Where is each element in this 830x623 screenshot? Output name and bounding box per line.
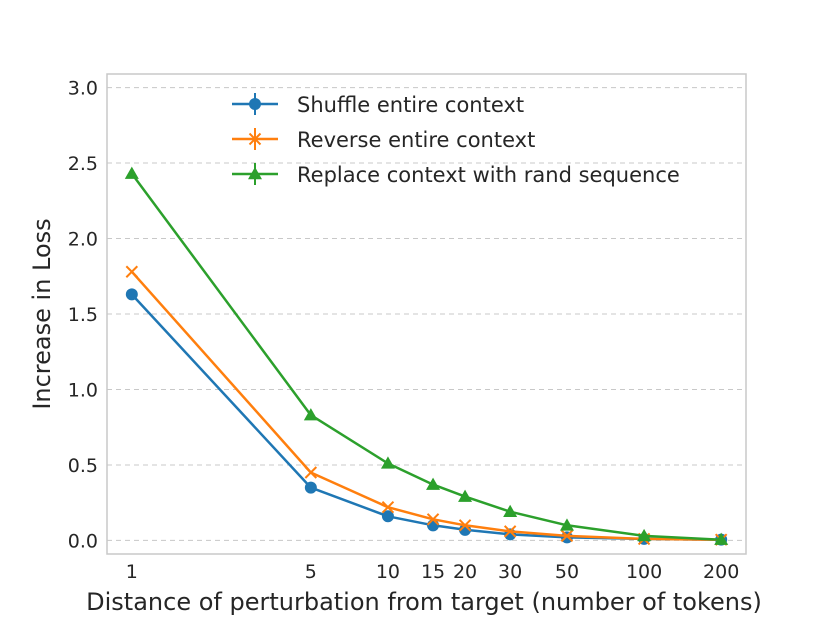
y-tick-label: 1.5 <box>68 304 98 326</box>
x-tick-label: 5 <box>305 561 317 583</box>
data-point <box>458 519 472 532</box>
data-point <box>560 529 574 543</box>
legend-marker <box>248 132 262 146</box>
data-point <box>714 532 729 545</box>
y-axis-ticks: 0.0 0.5 1.0 1.5 2.0 2.5 3.0 <box>68 78 98 553</box>
data-point <box>503 525 517 538</box>
data-point <box>560 531 573 544</box>
series-line <box>130 293 722 541</box>
data-point <box>125 288 138 301</box>
legend-label: Shuffle entire context <box>297 93 524 117</box>
series-layer <box>124 166 729 546</box>
data-point <box>124 166 139 179</box>
series-2 <box>125 265 728 546</box>
y-tick-label: 3.0 <box>68 78 98 100</box>
x-tick-label: 30 <box>498 561 522 583</box>
data-point <box>426 513 440 526</box>
y-tick-label: 0.0 <box>68 530 98 552</box>
series-line <box>130 172 722 541</box>
data-point <box>637 528 652 542</box>
data-point <box>426 477 441 490</box>
x-tick-label: 10 <box>376 561 400 583</box>
x-tick-label: 200 <box>703 561 739 583</box>
legend-item: Shuffle entire context <box>232 93 524 117</box>
data-point <box>503 504 518 517</box>
x-tick-label: 50 <box>555 561 579 583</box>
legend-marker <box>248 167 262 180</box>
y-tick-label: 2.0 <box>68 229 98 251</box>
legend: Shuffle entire context Reverse entire con… <box>232 93 680 187</box>
y-axis-label: Increase in Loss <box>28 218 56 409</box>
x-tick-label: 100 <box>626 561 662 583</box>
x-axis-label: Distance of perturbation from target (nu… <box>86 588 762 616</box>
x-tick-label: 20 <box>453 561 477 583</box>
x-tick-label: 1 <box>126 561 138 583</box>
data-point <box>303 408 318 421</box>
legend-marker <box>249 98 261 110</box>
data-point <box>125 265 139 278</box>
data-point <box>381 510 394 523</box>
series-1 <box>125 288 728 546</box>
legend-item: Replace context with rand sequence <box>232 163 680 187</box>
legend-label: Reverse entire context <box>297 128 535 152</box>
data-point <box>381 501 395 514</box>
y-tick-label: 1.0 <box>68 379 98 401</box>
legend-item: Reverse entire context <box>232 128 535 152</box>
grid <box>107 87 746 541</box>
data-point <box>304 466 318 479</box>
data-point <box>458 489 473 502</box>
y-tick-label: 0.5 <box>68 455 98 477</box>
series-line <box>130 270 722 541</box>
plot-frame <box>106 73 747 555</box>
x-tick-label: 15 <box>421 561 445 583</box>
y-tick-label: 2.5 <box>68 153 98 175</box>
data-point <box>380 456 395 469</box>
legend-label: Replace context with rand sequence <box>297 163 680 187</box>
data-point <box>559 518 574 531</box>
series-3 <box>124 166 729 545</box>
x-axis-ticks: 1 5 10 15 20 30 50 100 200 <box>126 561 740 583</box>
data-point <box>304 481 317 494</box>
